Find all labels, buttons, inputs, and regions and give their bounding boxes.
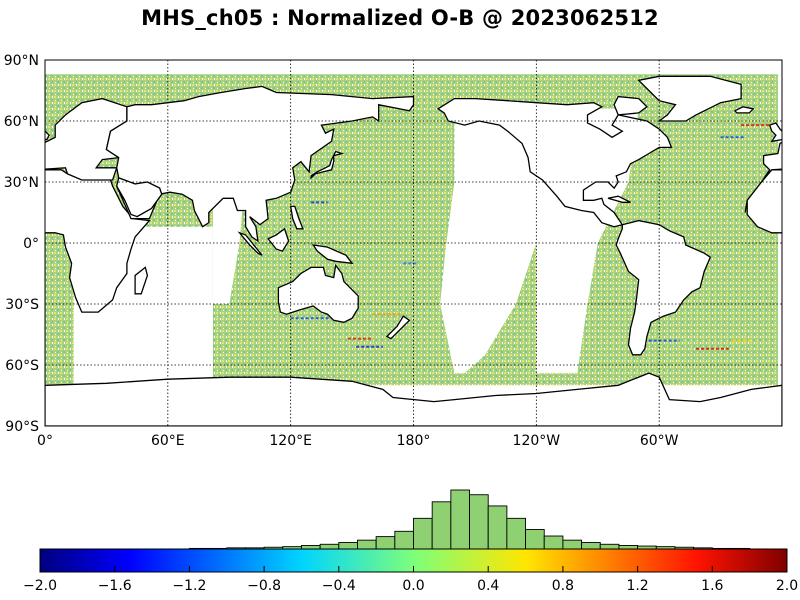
lat-label: 60°N xyxy=(4,114,39,130)
graticule xyxy=(45,60,782,426)
lat-label: 0° xyxy=(23,236,39,252)
land-borneo xyxy=(267,227,290,252)
land-baffin xyxy=(613,95,648,116)
colorbar-ticks: −2.0 −1.6 −1.2 −0.8 −0.4 0.0 0.4 0.8 1.2 1.6 2.0 xyxy=(23,566,798,594)
land-africa-europe xyxy=(45,97,151,313)
hist-bar xyxy=(487,505,508,550)
hist-bar xyxy=(338,542,358,550)
landmasses xyxy=(45,75,782,426)
colorbar-tick-label: 2.0 xyxy=(776,578,798,594)
land-new-guinea xyxy=(311,244,354,265)
land-philippines xyxy=(289,205,304,230)
map-frame xyxy=(44,59,783,427)
colorbar-tick-label: 0.4 xyxy=(477,578,499,594)
lat-label: 30°N xyxy=(4,175,39,191)
lon-label: 0° xyxy=(37,433,53,449)
lat-label: 90°N xyxy=(4,53,39,69)
colorbar-tick-label: 1.2 xyxy=(626,578,648,594)
lat-label: 90°S xyxy=(5,419,39,435)
hist-bar xyxy=(319,543,340,550)
land-uk xyxy=(768,122,782,143)
lon-label: 120°E xyxy=(269,433,312,449)
colorbar-tick-label: −1.2 xyxy=(172,578,206,594)
land-south-america xyxy=(615,219,712,356)
land-new-zealand xyxy=(385,315,411,340)
hist-bar xyxy=(599,543,620,550)
land-madagascar xyxy=(134,266,149,295)
land-africa-europe xyxy=(744,141,782,234)
hist-bar xyxy=(431,501,452,550)
lon-label: 120°W xyxy=(513,433,561,449)
histogram-colorbar: −2.0 −1.6 −1.2 −0.8 −0.4 0.0 0.4 0.8 1.2 1.6 2.0 xyxy=(23,489,798,594)
lon-label: 180° xyxy=(397,433,431,449)
colorbar-tick-label: 0.0 xyxy=(402,578,424,594)
land-japan xyxy=(310,150,345,180)
data-gap xyxy=(440,108,547,374)
hist-bar xyxy=(506,517,527,550)
hist-bar xyxy=(562,539,583,550)
colorbar-tick-label: −0.4 xyxy=(322,578,356,594)
land-greenland xyxy=(637,75,742,122)
map-title: MHS_ch05 : Normalized O-B @ 2023062512 xyxy=(141,6,659,30)
colorbar-tick-label: −2.0 xyxy=(23,578,57,594)
land-iceland xyxy=(733,106,755,114)
longitude-labels: 0° 60°E 120°E 180° 120°W 60°W xyxy=(37,433,679,449)
latitude-labels: 90°N 60°N 30°N 0° 30°S 60°S 90°S xyxy=(4,53,39,435)
hist-bar xyxy=(413,517,433,550)
hist-bar xyxy=(543,535,564,550)
land-arabia-india-fill xyxy=(116,177,163,218)
land-north-america xyxy=(436,97,673,228)
hist-bar xyxy=(469,494,489,550)
colorbar-tick-label: −1.6 xyxy=(98,578,132,594)
land-australia xyxy=(277,263,359,323)
hist-bar xyxy=(450,489,470,550)
land-uk xyxy=(45,130,50,141)
hist-bar xyxy=(375,536,396,550)
hist-bar xyxy=(394,530,414,550)
hist-bar xyxy=(357,539,377,550)
hist-bar xyxy=(301,545,321,550)
colorbar-tick-label: 0.8 xyxy=(552,578,574,594)
land-antarctica xyxy=(45,372,782,426)
hist-bar xyxy=(581,542,601,550)
hist-bar xyxy=(618,545,639,550)
lat-label: 30°S xyxy=(5,297,39,313)
colorbar-tick-label: 1.6 xyxy=(701,578,723,594)
hist-bar xyxy=(525,529,545,550)
land-cuba xyxy=(607,195,631,203)
lon-label: 60°W xyxy=(640,433,679,449)
histogram-bars xyxy=(188,489,751,550)
lon-label: 60°E xyxy=(151,433,185,449)
global-map: 90°N 60°N 30°N 0° 30°S 60°S 90°S 0° 60°E 120°E 18… xyxy=(4,53,783,449)
lat-label: 60°S xyxy=(5,358,39,374)
colorbar-tick-label: −0.8 xyxy=(247,578,281,594)
